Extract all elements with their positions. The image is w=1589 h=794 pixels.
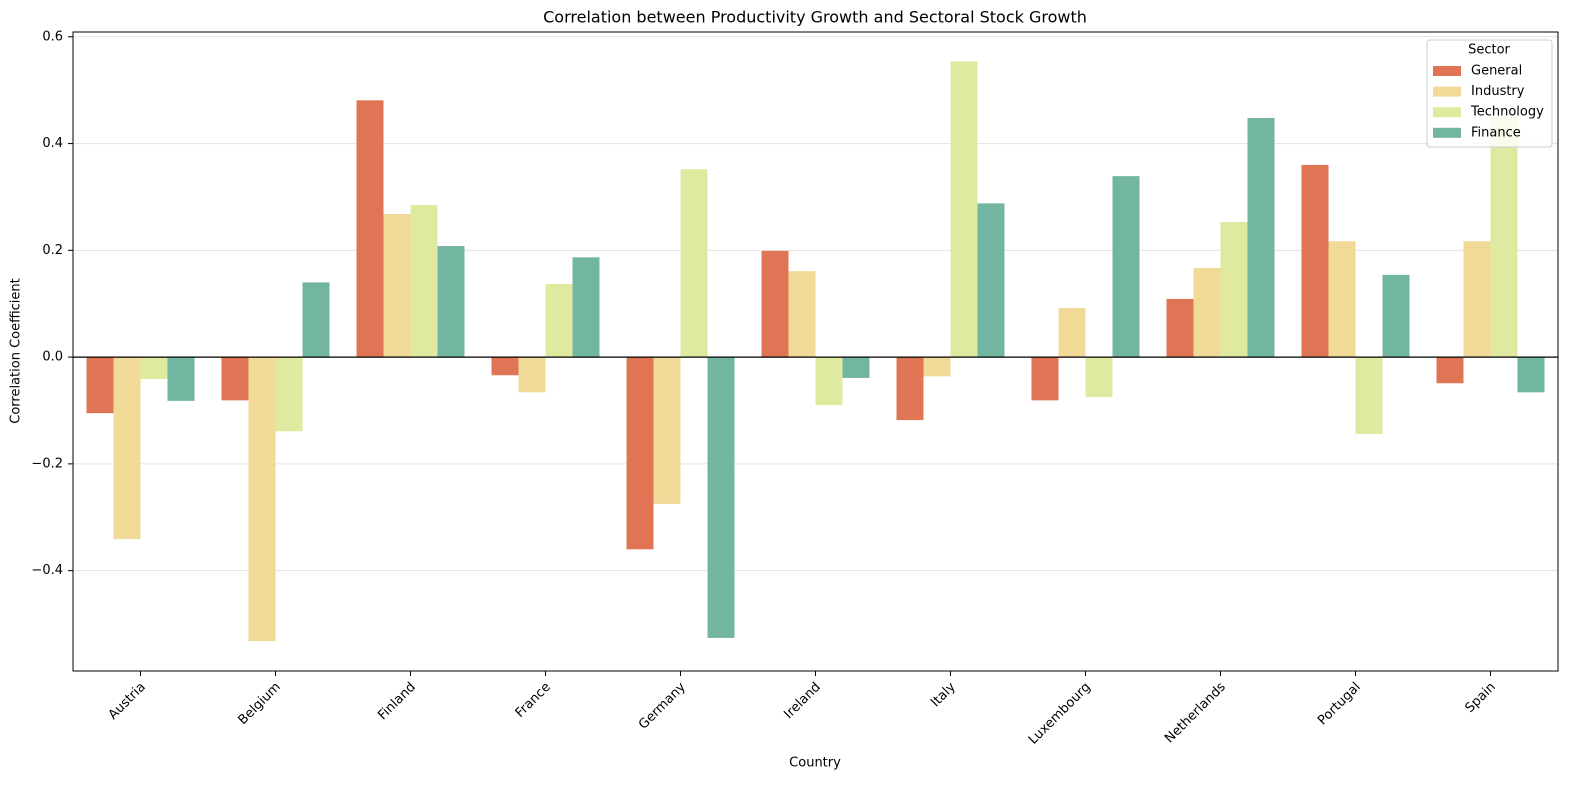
bar xyxy=(545,283,573,358)
bar xyxy=(1328,241,1356,358)
bar xyxy=(1112,176,1140,358)
bar xyxy=(1463,241,1491,358)
bar xyxy=(248,357,276,642)
bar xyxy=(518,357,546,393)
bar xyxy=(1193,267,1221,358)
x-tick-label: Portugal xyxy=(1315,680,1364,729)
bar xyxy=(356,100,384,358)
x-tick-label: Spain xyxy=(1463,680,1499,716)
bar xyxy=(950,61,978,358)
bar xyxy=(221,357,249,401)
legend-label: General xyxy=(1471,64,1522,79)
bar xyxy=(1058,307,1086,358)
legend-swatch xyxy=(1433,127,1461,138)
bar xyxy=(1382,274,1410,358)
x-tick-label: Italy xyxy=(928,679,959,710)
legend-swatch xyxy=(1433,107,1461,118)
bar xyxy=(302,282,330,358)
bar xyxy=(977,203,1005,358)
legend-label: Industry xyxy=(1471,84,1525,99)
legend-swatch xyxy=(1433,66,1461,76)
legend-label: Finance xyxy=(1471,125,1521,140)
bar xyxy=(680,169,708,358)
bar xyxy=(1490,116,1518,358)
bar xyxy=(275,357,303,432)
bar xyxy=(761,250,789,358)
bar xyxy=(815,357,843,406)
bar xyxy=(1031,357,1059,401)
bar xyxy=(1301,164,1329,358)
chart-title: Correlation between Productivity Growth … xyxy=(543,8,1087,27)
bar xyxy=(437,246,465,358)
legend-swatch xyxy=(1433,86,1461,97)
x-tick-label: Belgium xyxy=(236,680,284,728)
bar xyxy=(1355,357,1383,434)
y-tick-label: 0.6 xyxy=(42,29,63,44)
bar xyxy=(140,357,168,379)
bar xyxy=(707,357,735,638)
x-tick-label: Ireland xyxy=(781,680,823,722)
x-axis-label: Country xyxy=(789,756,841,771)
bar xyxy=(1166,298,1194,358)
bar xyxy=(1517,357,1545,393)
legend-title: Sector xyxy=(1468,43,1510,58)
bar xyxy=(842,357,870,378)
bar xyxy=(923,357,951,377)
bar xyxy=(383,214,411,358)
bar xyxy=(491,357,519,376)
bar xyxy=(86,357,114,414)
legend-label: Technology xyxy=(1470,105,1544,120)
x-tick-label: Austria xyxy=(106,680,149,723)
x-tick-label: Luxembourg xyxy=(1026,680,1094,748)
bar xyxy=(1247,117,1275,358)
bar xyxy=(653,357,681,504)
y-tick-label: 0.0 xyxy=(42,350,63,365)
y-tick-label: 0.2 xyxy=(42,243,63,258)
bar xyxy=(572,257,600,358)
y-tick-label: −0.4 xyxy=(31,563,63,578)
y-tick-label: 0.4 xyxy=(42,136,63,151)
bar xyxy=(410,204,438,358)
bar xyxy=(167,357,195,401)
y-tick-label: −0.2 xyxy=(31,456,63,471)
bar xyxy=(113,357,141,540)
plot-frame xyxy=(72,31,1559,672)
x-tick-label: France xyxy=(513,680,554,721)
bar xyxy=(788,271,816,358)
bar xyxy=(1085,357,1113,398)
bar xyxy=(896,357,924,421)
x-tick-label: Netherlands xyxy=(1162,680,1229,747)
y-axis-label: Correlation Coefficient xyxy=(9,278,24,424)
bar xyxy=(1436,357,1464,384)
x-tick-label: Germany xyxy=(636,679,689,732)
bar xyxy=(626,357,654,550)
x-tick-label: Finland xyxy=(375,680,418,723)
bar xyxy=(1220,222,1248,358)
